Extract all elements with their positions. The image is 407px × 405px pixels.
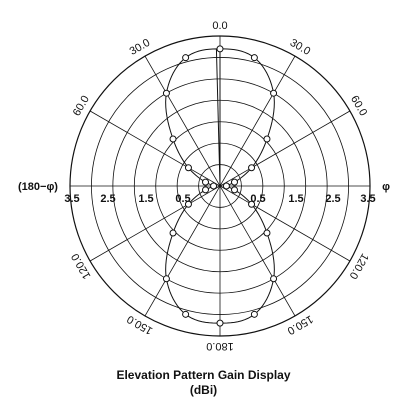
data-point-marker — [270, 89, 278, 97]
data-point-marker — [182, 54, 190, 62]
data-point-marker — [202, 178, 210, 186]
data-point-marker — [162, 275, 170, 283]
data-point-marker — [263, 229, 271, 237]
data-point-marker — [210, 182, 218, 190]
left-axis-label: (180−φ) — [18, 181, 58, 193]
radial-tick-label: 2.5 — [325, 193, 340, 205]
data-point-marker — [184, 200, 192, 208]
angle-label: 150.0 — [285, 313, 315, 337]
angle-label: 0.0 — [212, 20, 227, 32]
data-point-marker — [248, 164, 256, 172]
data-point-marker — [184, 164, 192, 172]
data-point-marker — [162, 89, 170, 97]
angle-label: 120.0 — [347, 251, 371, 281]
data-point-marker — [230, 178, 238, 186]
radial-tick-label: 3.5 — [360, 193, 375, 205]
radial-tick-label: 2.5 — [100, 193, 115, 205]
chart-title: Elevation Pattern Gain Display — [116, 368, 291, 382]
data-point-marker — [216, 45, 224, 53]
data-point-marker — [169, 135, 177, 143]
data-point-marker — [250, 54, 258, 62]
radial-tick-label: 0.5 — [250, 193, 265, 205]
data-point-marker — [202, 186, 210, 194]
radial-tick-label: 1.5 — [138, 193, 153, 205]
data-point-marker — [230, 186, 238, 194]
angle-label: 120.0 — [69, 251, 93, 281]
data-point-marker — [248, 200, 256, 208]
radial-tick-label: 1.5 — [288, 193, 303, 205]
data-point-marker — [263, 135, 271, 143]
angle-label: 150.0 — [125, 313, 155, 337]
data-point-marker — [169, 229, 177, 237]
right-axis-label: φ — [382, 181, 390, 193]
data-point-marker — [250, 310, 258, 318]
data-point-marker — [216, 319, 224, 327]
pattern-series — [162, 45, 278, 327]
radial-tick-label: 3.5 — [64, 193, 79, 205]
data-point-marker — [222, 182, 230, 190]
chart-unit-label: (dBi) — [189, 383, 218, 397]
angle-label: 180.0 — [206, 340, 234, 352]
data-point-marker — [182, 310, 190, 318]
data-point-marker — [270, 275, 278, 283]
radial-tick-label: 0.5 — [175, 193, 190, 205]
